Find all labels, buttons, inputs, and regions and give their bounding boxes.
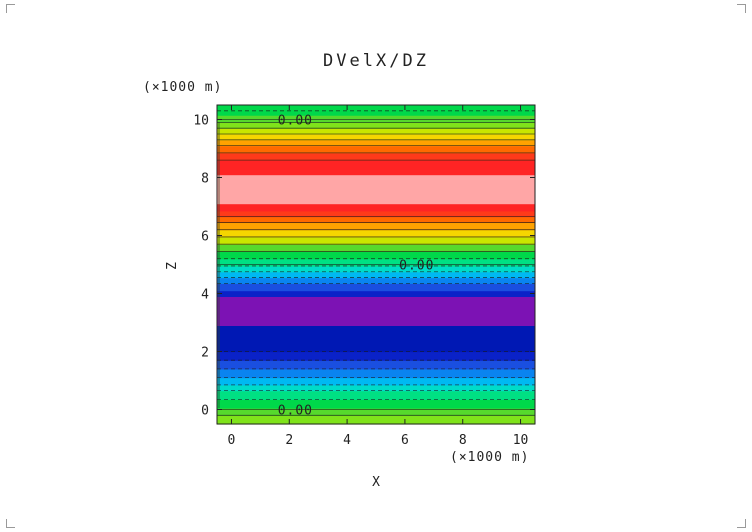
heatmap-band <box>217 251 535 260</box>
heatmap-band <box>217 244 535 253</box>
contour-lines <box>217 110 535 416</box>
y-tick-label: 10 <box>193 114 209 129</box>
x-axis-label: X <box>372 475 380 490</box>
heatmap-band <box>217 258 535 267</box>
heatmap-band <box>217 360 535 370</box>
x-axis-unit-label: (×1000 m) <box>450 450 529 465</box>
x-tick-label: 10 <box>513 433 529 448</box>
x-tick-label: 4 <box>343 433 351 448</box>
heatmap-band <box>217 203 535 212</box>
heatmap-band <box>217 390 535 400</box>
heatmap-band <box>217 283 535 292</box>
heatmap-band <box>217 128 535 135</box>
heatmap-band <box>217 216 535 224</box>
y-tick-label: 8 <box>201 172 209 187</box>
y-axis-label: Z <box>165 262 180 270</box>
heatmap-band <box>217 415 535 425</box>
heatmap-band <box>217 105 535 116</box>
heatmap-band <box>217 139 535 147</box>
heatmap-band <box>217 174 535 205</box>
heatmap-band <box>217 290 535 297</box>
corner-mark-bottom-left <box>6 519 15 528</box>
y-tick-label: 2 <box>201 346 209 361</box>
heatmap-band <box>217 222 535 231</box>
heatmap-band <box>217 210 535 218</box>
heatmap-band <box>217 296 535 326</box>
heatmap-band <box>217 277 535 284</box>
heatmap-band <box>217 229 535 238</box>
heatmap-band <box>217 134 535 141</box>
heatmap-band <box>217 236 535 245</box>
heatmap-band <box>217 265 535 273</box>
y-axis-unit-label: (×1000 m) <box>143 80 222 95</box>
contour-label: 0.00 <box>399 259 434 274</box>
x-tick-label: 2 <box>285 433 293 448</box>
heatmap-band <box>217 325 535 353</box>
heatmap-band <box>217 160 535 176</box>
contour-label: 0.00 <box>278 404 313 419</box>
heatmap-bands <box>217 105 535 425</box>
heatmap-band <box>217 399 535 409</box>
heatmap-band <box>217 351 535 361</box>
x-tick-label: 8 <box>459 433 467 448</box>
y-axis-ticks: 0 2 4 6 8 10 <box>193 114 535 419</box>
heatmap-band <box>217 368 535 379</box>
plot-frame <box>216 104 536 425</box>
x-axis-ticks: 0 2 4 6 8 10 <box>228 105 529 448</box>
heatmap-band <box>217 408 535 416</box>
heatmap-band <box>217 145 535 154</box>
x-tick-label: 0 <box>228 433 236 448</box>
chart-title: DVelX/DZ <box>323 51 429 71</box>
heatmap-band <box>217 122 535 129</box>
contour-label: 0.00 <box>278 114 313 129</box>
y-tick-label: 4 <box>201 288 209 303</box>
corner-mark-top-right <box>737 4 746 13</box>
heatmap-band <box>217 377 535 386</box>
x-tick-label: 6 <box>401 433 409 448</box>
corner-mark-top-left <box>6 4 15 13</box>
heatmap-band <box>217 115 535 123</box>
heatmap-band <box>217 152 535 161</box>
contour-labels: 0.00 0.00 0.00 <box>278 114 434 419</box>
y-tick-label: 0 <box>201 404 209 419</box>
y-tick-label: 6 <box>201 230 209 245</box>
heatmap-band <box>217 271 535 279</box>
corner-mark-bottom-right <box>737 519 746 528</box>
heatmap-band <box>217 384 535 392</box>
